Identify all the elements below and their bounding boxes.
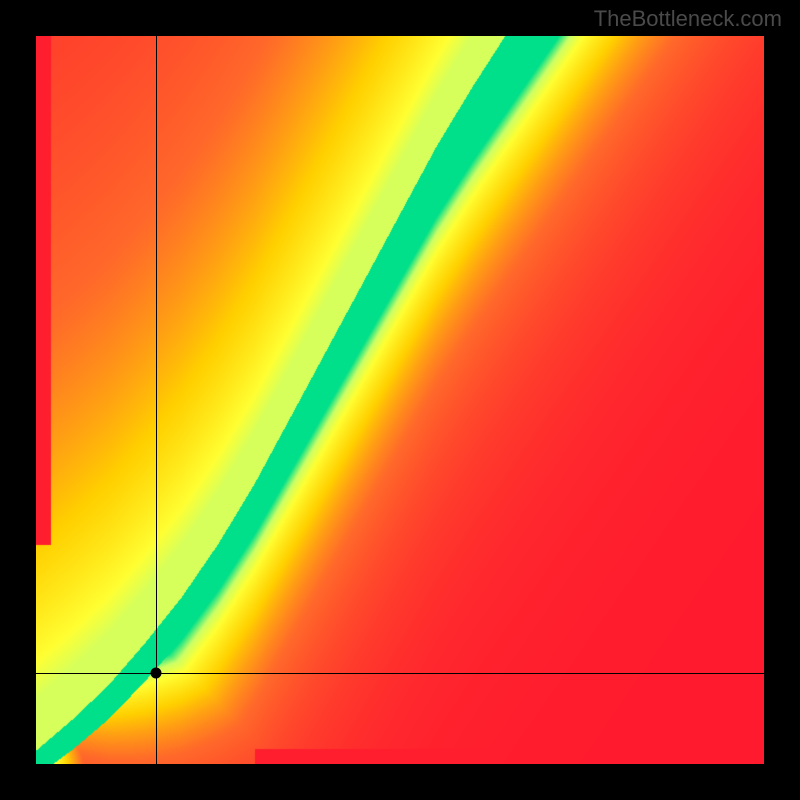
watermark-text: TheBottleneck.com xyxy=(594,6,782,32)
marker-dot xyxy=(151,668,162,679)
crosshair-horizontal xyxy=(36,673,764,674)
heatmap-plot xyxy=(36,36,764,764)
heatmap-canvas xyxy=(36,36,764,764)
crosshair-vertical xyxy=(156,36,157,764)
